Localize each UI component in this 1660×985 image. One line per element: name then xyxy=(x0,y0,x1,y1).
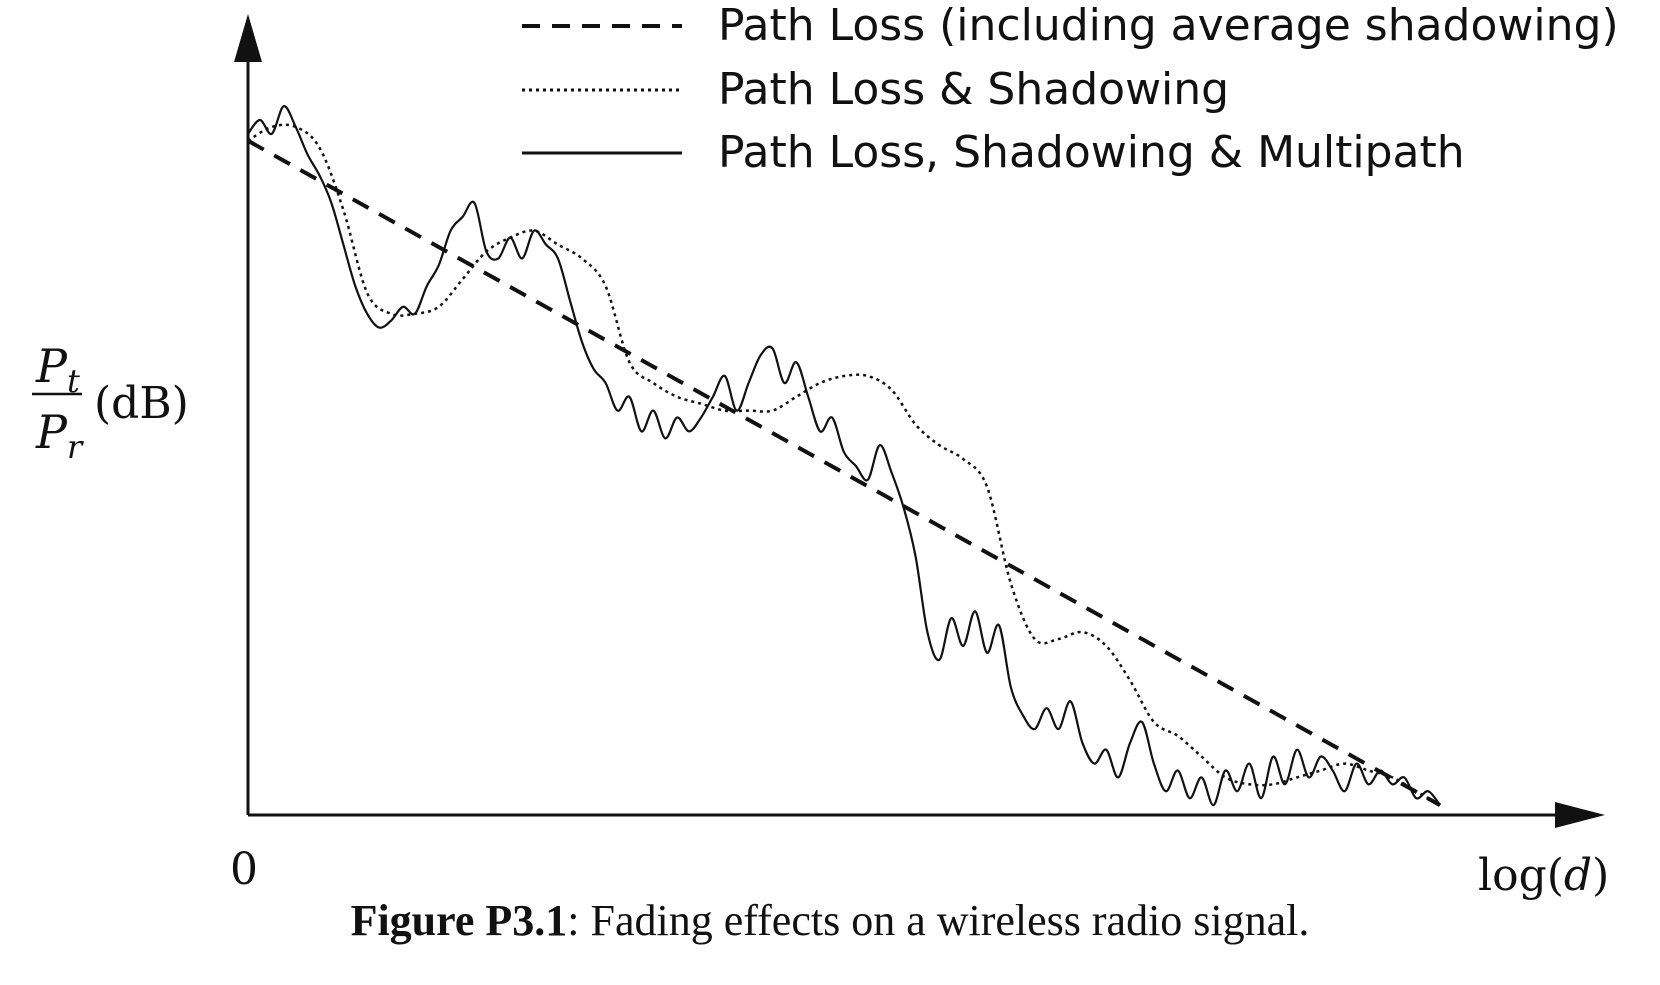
series-layer xyxy=(247,105,1441,807)
series-line-dashed xyxy=(247,139,1441,807)
legend-label-path-loss: Path Loss (including average shadowing) xyxy=(718,0,1619,51)
legend-item-multipath: Path Loss, Shadowing & Multipath xyxy=(522,127,1465,178)
ylabel-unit: (dB) xyxy=(94,378,189,429)
legend-label-shadowing: Path Loss & Shadowing xyxy=(718,64,1229,115)
y-axis-label: Pt Pr (dB) xyxy=(32,339,189,466)
legend-item-path-loss: Path Loss (including average shadowing) xyxy=(522,0,1619,51)
caption-text: : Fading effects on a wireless radio sig… xyxy=(567,896,1310,945)
series-line-dotted xyxy=(247,123,1441,807)
legend: Path Loss (including average shadowing) … xyxy=(522,0,1619,178)
x-axis-arrowhead xyxy=(1555,802,1605,828)
legend-label-multipath: Path Loss, Shadowing & Multipath xyxy=(718,127,1465,178)
axes xyxy=(234,14,1605,828)
y-axis-arrowhead xyxy=(234,14,262,62)
ylabel-numerator: Pt xyxy=(35,339,80,400)
caption-label: Figure P3.1 xyxy=(350,896,568,945)
series-line-solid xyxy=(247,105,1441,807)
figure-caption: Figure P3.1: Fading effects on a wireles… xyxy=(0,895,1660,946)
origin-label: 0 xyxy=(230,844,258,895)
legend-item-shadowing: Path Loss & Shadowing xyxy=(522,64,1229,115)
x-axis-label: log(d) xyxy=(1478,850,1609,901)
ylabel-denominator: Pr xyxy=(35,405,84,466)
